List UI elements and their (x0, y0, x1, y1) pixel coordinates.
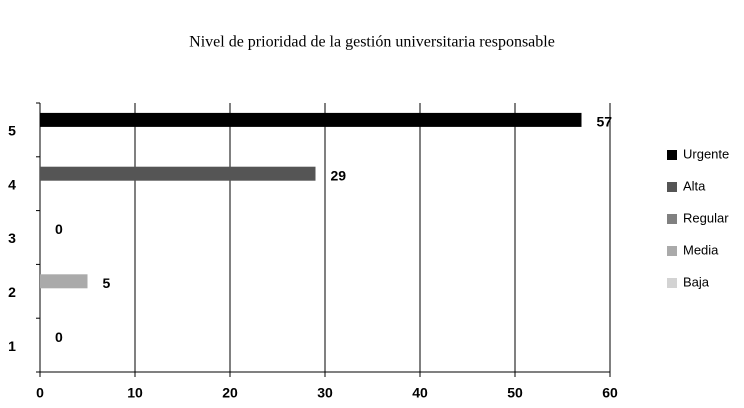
y-tick-label: 4 (8, 176, 16, 192)
bar (40, 274, 88, 289)
legend-label: Urgente (683, 146, 729, 161)
legend-label: Baja (683, 274, 710, 289)
bar (40, 166, 316, 181)
value-label: 0 (55, 221, 63, 237)
value-label: 29 (331, 167, 347, 183)
legend-swatch (667, 182, 677, 192)
y-tick-label: 2 (8, 284, 16, 300)
value-label: 0 (55, 329, 63, 345)
legend-swatch (667, 246, 677, 256)
x-tick-label: 20 (222, 385, 238, 401)
x-tick-label: 50 (507, 385, 523, 401)
legend-label: Regular (683, 210, 729, 225)
legend-swatch (667, 214, 677, 224)
legend-label: Alta (683, 178, 706, 193)
x-tick-label: 0 (36, 385, 44, 401)
y-tick-label: 3 (8, 230, 16, 246)
value-label: 5 (103, 275, 111, 291)
x-tick-label: 30 (317, 385, 333, 401)
legend-label: Media (683, 242, 719, 257)
y-tick-label: 1 (8, 338, 16, 354)
x-tick-label: 10 (127, 385, 143, 401)
bar (40, 112, 582, 127)
legend-swatch (667, 150, 677, 160)
y-tick-label: 5 (8, 123, 16, 139)
value-label: 57 (597, 114, 613, 130)
x-tick-label: 60 (602, 385, 618, 401)
x-tick-label: 40 (412, 385, 428, 401)
legend-swatch (667, 278, 677, 288)
chart-title: Nivel de prioridad de la gestión univers… (189, 34, 555, 51)
